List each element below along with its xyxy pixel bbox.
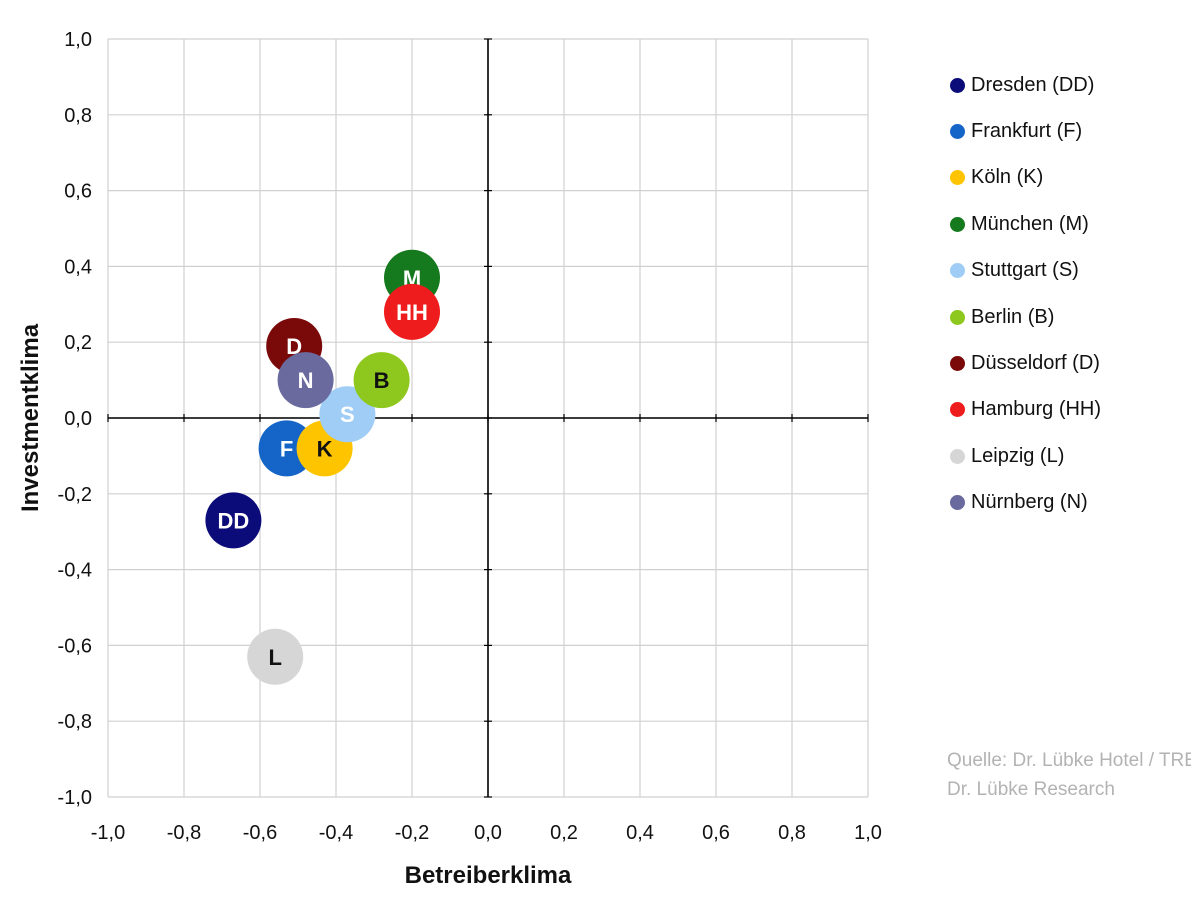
- source-note: Quelle: Dr. Lübke Hotel / TREUGAST, Dr. …: [947, 746, 1191, 804]
- legend-label-F: Frankfurt (F): [971, 120, 1083, 143]
- x-tick-label-2: -0,6: [243, 822, 277, 844]
- legend-item-DD: Dresden (DD): [950, 62, 1190, 108]
- y-tick-label-4: -0,2: [58, 484, 92, 506]
- y-tick-label-7: 0,4: [64, 256, 92, 278]
- point-S: S: [319, 386, 376, 443]
- y-tick-label-1: -0,8: [58, 711, 92, 733]
- legend-marker-F: [950, 124, 965, 140]
- legend-item-L: Leipzig (L): [950, 433, 1190, 479]
- legend-item-D: Düsseldorf (D): [950, 340, 1190, 386]
- legend-label-D: Düsseldorf (D): [971, 352, 1100, 375]
- point-HH: HH: [384, 283, 440, 340]
- point-marker-B: [353, 352, 410, 409]
- y-tick-label-8: 0,6: [64, 181, 92, 203]
- source-line-2: Dr. Lübke Research: [947, 779, 1115, 800]
- legend-marker-L: [950, 448, 965, 464]
- point-marker-DD: [205, 492, 262, 549]
- legend-marker-DD: [950, 77, 965, 93]
- legend-label-M: München (M): [971, 212, 1089, 235]
- legend-label-S: Stuttgart (S): [971, 259, 1079, 282]
- point-DD: DD: [205, 492, 262, 549]
- point-B: B: [353, 352, 410, 409]
- point-label-S: S: [340, 402, 355, 427]
- legend-label-B: Berlin (B): [971, 305, 1055, 328]
- point-label-F: F: [280, 436, 293, 461]
- x-tick-label-10: 1,0: [854, 822, 882, 844]
- y-tick-label-10: 1,0: [64, 29, 92, 51]
- source-line-1: Quelle: Dr. Lübke Hotel / TREUGAST,: [947, 750, 1191, 771]
- legend-item-N: Nürnberg (N): [950, 480, 1190, 526]
- y-tick-labels: -1,0 -0,8 -0,6 -0,4 -0,2 0,0 0,2 0,4 0,6 0,8 1,0: [58, 29, 492, 809]
- legend-marker-B: [950, 309, 965, 325]
- y-tick-label-5: 0,0: [64, 408, 92, 430]
- y-tick-label-2: -0,6: [58, 635, 92, 657]
- point-label-D: D: [286, 334, 302, 359]
- legend-label-L: Leipzig (L): [971, 444, 1065, 467]
- x-tick-labels: -1,0 -0,8 -0,6 -0,4 -0,2 0,0 0,2 0,4 0,6 0,8 1,0: [91, 414, 882, 844]
- point-label-K: K: [317, 436, 333, 461]
- x-tick-label-5: 0,0: [474, 822, 502, 844]
- legend-item-M: München (M): [950, 201, 1190, 247]
- x-tick-label-1: -0,8: [167, 822, 201, 844]
- point-marker-S: [319, 386, 376, 443]
- legend-marker-M: [950, 216, 965, 232]
- legend-label-K: Köln (K): [971, 166, 1044, 189]
- point-label-B: B: [374, 368, 390, 393]
- legend-label-HH: Hamburg (HH): [971, 398, 1102, 421]
- point-marker-L: [247, 628, 304, 685]
- legend-item-S: Stuttgart (S): [950, 248, 1190, 294]
- legend-marker-D: [950, 356, 965, 372]
- point-L: L: [247, 628, 304, 685]
- point-label-N: N: [298, 368, 314, 393]
- legend-marker-N: [950, 495, 965, 511]
- legend: Dresden (DD) Frankfurt (F) Köln (K) München…: [950, 62, 1190, 526]
- legend-item-B: Berlin (B): [950, 294, 1190, 340]
- point-label-L: L: [268, 645, 281, 670]
- legend-item-K: Köln (K): [950, 155, 1190, 201]
- y-tick-label-3: -0,4: [58, 560, 92, 582]
- legend-item-HH: Hamburg (HH): [950, 387, 1190, 433]
- legend-label-DD: Dresden (DD): [971, 73, 1095, 96]
- point-label-HH: HH: [396, 300, 428, 325]
- y-axis-title: Investmentklima: [17, 323, 44, 512]
- legend-item-F: Frankfurt (F): [950, 108, 1190, 154]
- y-tick-label-6: 0,2: [64, 332, 92, 354]
- x-tick-label-4: -0,2: [395, 822, 429, 844]
- x-tick-label-6: 0,2: [550, 822, 578, 844]
- y-tick-label-0: -1,0: [58, 787, 92, 809]
- x-axis-title: Betreiberklima: [405, 862, 572, 889]
- point-label-DD: DD: [218, 508, 250, 533]
- x-tick-label-9: 0,8: [778, 822, 806, 844]
- x-tick-label-3: -0,4: [319, 822, 353, 844]
- y-tick-label-9: 0,8: [64, 105, 92, 127]
- legend-label-N: Nürnberg (N): [971, 491, 1088, 514]
- point-marker-N: [277, 352, 334, 409]
- legend-marker-K: [950, 170, 965, 186]
- x-tick-label-8: 0,6: [702, 822, 730, 844]
- legend-marker-HH: [950, 402, 965, 418]
- x-tick-label-7: 0,4: [626, 822, 654, 844]
- point-N: N: [277, 352, 334, 409]
- point-marker-HH: [384, 283, 440, 340]
- x-tick-label-0: -1,0: [91, 822, 125, 844]
- legend-marker-S: [950, 263, 965, 279]
